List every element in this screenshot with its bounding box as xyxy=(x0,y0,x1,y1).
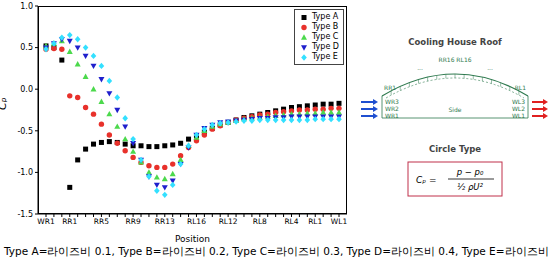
svg-text:RR1: RR1 xyxy=(384,84,396,91)
html-text:Type C: Type C xyxy=(311,32,339,41)
svg-text:Cooling House Roof: Cooling House Roof xyxy=(408,37,502,47)
svg-text:Cₚ: Cₚ xyxy=(8,97,9,110)
svg-text:RL12: RL12 xyxy=(219,217,238,226)
svg-text:-1.5: -1.5 xyxy=(17,210,33,219)
svg-text:WL1: WL1 xyxy=(512,112,525,119)
html-text:Type B: Type B xyxy=(311,22,339,31)
svg-text:0.0: 0.0 xyxy=(20,85,33,94)
svg-text:...: ... xyxy=(417,64,423,71)
svg-text:½ ρU²: ½ ρU² xyxy=(457,182,484,192)
svg-text:RL1: RL1 xyxy=(308,217,322,226)
svg-text:Side: Side xyxy=(449,106,462,113)
svg-text:Position: Position xyxy=(175,234,210,242)
svg-text:RL1: RL1 xyxy=(515,84,527,91)
svg-text:RR13: RR13 xyxy=(155,217,175,226)
svg-text:RL16: RL16 xyxy=(187,217,206,226)
svg-text:WL3: WL3 xyxy=(512,98,525,105)
svg-text:RR5: RR5 xyxy=(94,217,109,226)
svg-text:RR9: RR9 xyxy=(126,217,141,226)
svg-text:WL1: WL1 xyxy=(331,217,348,226)
html-text:Type A: Type A xyxy=(311,12,339,21)
svg-text:WL2: WL2 xyxy=(512,105,525,112)
svg-text:WR1: WR1 xyxy=(385,112,399,119)
svg-text:1.0: 1.0 xyxy=(20,2,33,11)
svg-text:WR3: WR3 xyxy=(385,98,399,105)
svg-text:0.5: 0.5 xyxy=(20,43,33,52)
svg-text:p − p₀: p − p₀ xyxy=(456,167,484,177)
html-text:Type E: Type E xyxy=(311,52,338,61)
svg-text:Circle Type: Circle Type xyxy=(429,144,481,154)
svg-text:RR1: RR1 xyxy=(62,217,77,226)
svg-text:...: ... xyxy=(487,64,493,71)
svg-text:WR2: WR2 xyxy=(385,105,399,112)
svg-text:RL4: RL4 xyxy=(284,217,298,226)
html-text:Type D: Type D xyxy=(311,42,339,51)
svg-text:WR1: WR1 xyxy=(37,217,55,226)
svg-text:RR16 RL16: RR16 RL16 xyxy=(438,56,471,63)
svg-text:RL8: RL8 xyxy=(253,217,267,226)
svg-text:-0.5: -0.5 xyxy=(17,127,33,136)
svg-text:-1.0: -1.0 xyxy=(17,168,33,177)
svg-text:Cₚ =: Cₚ = xyxy=(416,175,437,185)
